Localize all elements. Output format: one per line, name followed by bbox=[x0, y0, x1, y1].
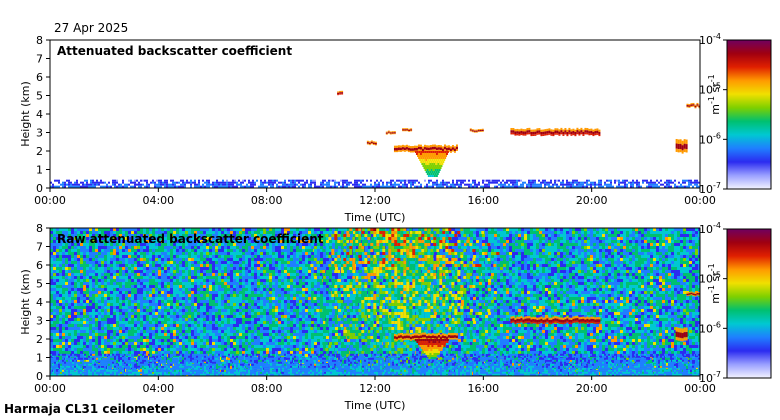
colorbar: 10-7 10-6 10-5 10-4 m-1 sr-1 bbox=[699, 221, 772, 385]
feature-cloud_layer-5 bbox=[402, 128, 413, 132]
plot-area bbox=[50, 40, 700, 188]
colorbar: 10-7 10-6 10-5 10-4 m-1 sr-1 bbox=[699, 32, 772, 196]
feature-cloud_layer-7 bbox=[686, 291, 700, 297]
x-tick-label: 16:00 bbox=[467, 194, 499, 207]
y-tick-label: 0 bbox=[36, 182, 43, 195]
y-tick-label: 2 bbox=[36, 145, 43, 158]
x-tick-label: 00:00 bbox=[684, 382, 716, 395]
x-tick-label: 08:00 bbox=[251, 194, 283, 207]
x-tick-label: 00:00 bbox=[34, 194, 66, 207]
y-tick-label: 3 bbox=[36, 127, 43, 140]
colorbar-label: m-1 sr-1 bbox=[707, 263, 722, 303]
colorbar-tick-label: 10-6 bbox=[699, 320, 721, 335]
y-tick-label: 5 bbox=[36, 90, 43, 103]
y-tick-label: 0 bbox=[36, 370, 43, 383]
feature-cloud_layer-6 bbox=[675, 327, 688, 342]
colorbar-tick-label: 10-4 bbox=[699, 221, 721, 236]
x-tick-label: 04:00 bbox=[142, 382, 174, 395]
y-axis-label: Height (km) bbox=[19, 269, 32, 335]
feature-high_noise_daytime-1 bbox=[310, 228, 500, 376]
instrument-label: Harmaja CL31 ceilometer bbox=[4, 402, 175, 416]
feature-cloud_layer-8 bbox=[675, 138, 688, 154]
feature-cloud_layer-10 bbox=[337, 90, 344, 96]
heatmap-layer bbox=[50, 228, 700, 376]
y-tick-label: 1 bbox=[36, 164, 43, 177]
y-tick-label: 6 bbox=[36, 259, 43, 272]
colorbar-tick-label: 10-4 bbox=[699, 32, 721, 47]
x-tick-label: 00:00 bbox=[684, 194, 716, 207]
x-axis-label: Time (UTC) bbox=[344, 211, 406, 224]
feature-cloud_layer-7 bbox=[510, 127, 601, 137]
y-tick-label: 3 bbox=[36, 315, 43, 328]
feature-cloud_layer-3 bbox=[393, 332, 458, 341]
panel-title: Raw attenuated backscatter coefficient bbox=[57, 232, 324, 246]
x-tick-label: 20:00 bbox=[576, 194, 608, 207]
feature-cloud_layer-4 bbox=[385, 130, 396, 135]
feature-cloud_layer-6 bbox=[469, 128, 484, 133]
colorbar-gradient bbox=[726, 228, 772, 379]
y-tick-label: 2 bbox=[36, 333, 43, 346]
feature-cloud_layer-9 bbox=[686, 102, 700, 109]
x-tick-label: 04:00 bbox=[142, 194, 174, 207]
y-tick-label: 8 bbox=[36, 222, 43, 235]
x-tick-label: 20:00 bbox=[576, 382, 608, 395]
y-tick-label: 4 bbox=[36, 108, 43, 121]
y-tick-label: 1 bbox=[36, 352, 43, 365]
colorbar-tick-label: 10-5 bbox=[699, 82, 721, 97]
colorbar-label: m-1 sr-1 bbox=[707, 74, 722, 114]
y-axis-label: Height (km) bbox=[19, 81, 32, 147]
panel-1: Attenuated backscatter coefficient 0 1 2 3 4 5… bbox=[19, 32, 772, 224]
panel-title: Attenuated backscatter coefficient bbox=[57, 44, 292, 58]
colorbar-tick-label: 10-6 bbox=[699, 131, 721, 146]
y-tick-label: 6 bbox=[36, 71, 43, 84]
feature-precip_plume-2 bbox=[414, 151, 449, 177]
feature-cloud_layer-3 bbox=[366, 140, 377, 146]
panel-2: Raw attenuated backscatter coefficient 0 1… bbox=[19, 221, 772, 412]
y-tick-label: 5 bbox=[36, 278, 43, 291]
colorbar-tick-label: 10-7 bbox=[699, 181, 721, 196]
feature-precip_plume-4 bbox=[414, 339, 449, 359]
y-tick-label: 7 bbox=[36, 241, 43, 254]
x-axis-label: Time (UTC) bbox=[344, 399, 406, 412]
y-tick-label: 4 bbox=[36, 296, 43, 309]
y-tick-label: 8 bbox=[36, 34, 43, 47]
x-tick-label: 00:00 bbox=[34, 382, 66, 395]
feature-cloud_layer-5 bbox=[510, 315, 601, 325]
date-label: 27 Apr 2025 bbox=[54, 21, 128, 35]
colorbar-gradient bbox=[726, 39, 772, 190]
y-tick-label: 7 bbox=[36, 53, 43, 66]
feature-boundary_layer-2 bbox=[50, 353, 700, 376]
x-tick-label: 16:00 bbox=[467, 382, 499, 395]
x-tick-label: 08:00 bbox=[251, 382, 283, 395]
x-tick-label: 12:00 bbox=[359, 382, 391, 395]
colorbar-tick-label: 10-5 bbox=[699, 271, 721, 286]
colorbar-tick-label: 10-7 bbox=[699, 370, 721, 385]
x-tick-label: 12:00 bbox=[359, 194, 391, 207]
